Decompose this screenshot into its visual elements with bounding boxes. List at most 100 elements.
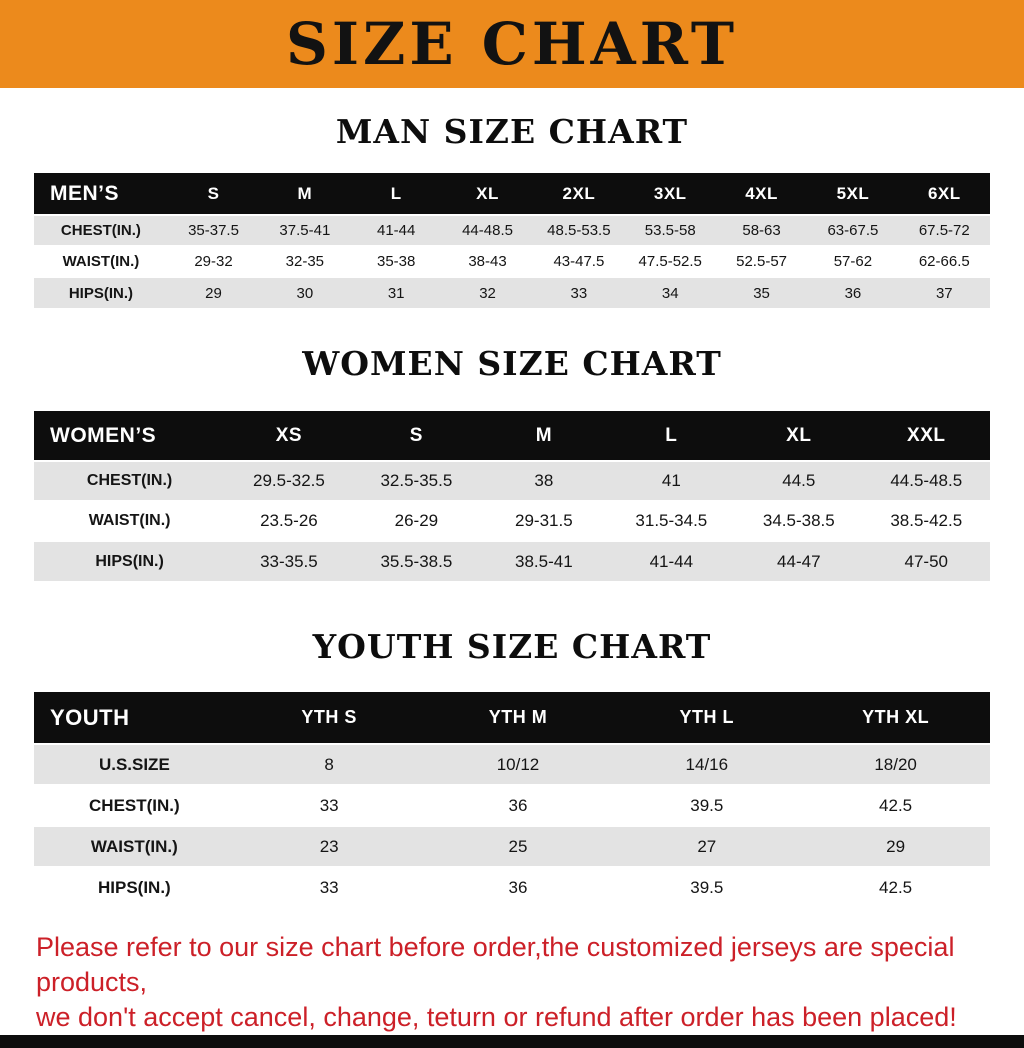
- size-value: 41-44: [649, 551, 694, 571]
- size-value: 39.5: [690, 878, 724, 897]
- size-column-header: XL: [735, 411, 863, 461]
- size-column-header: L: [607, 411, 736, 461]
- size-value: 33: [319, 795, 339, 815]
- size-value: 32.5-35.5: [380, 471, 453, 490]
- size-value: 31: [387, 284, 405, 302]
- size-column-header: XXL: [862, 411, 990, 461]
- size-value: 36: [508, 795, 528, 815]
- size-column-header: 5XL: [807, 173, 899, 215]
- size-column-header: S: [352, 411, 481, 461]
- size-value: 42.5: [879, 878, 913, 897]
- row-label: WAIST(IN.): [90, 836, 178, 856]
- table-title-cell: MEN’S: [34, 173, 168, 215]
- size-value: 38.5-42.5: [890, 511, 963, 530]
- size-column-header: S: [167, 173, 260, 215]
- size-value: 53.5-58: [644, 222, 696, 239]
- size-value: 29-31.5: [515, 511, 573, 530]
- youth-size-table: YOUTH YTH S YTH M YTH L YTH XL U.S.SIZE 8 10/12…: [34, 692, 990, 908]
- size-value: 8: [324, 754, 334, 774]
- table-row: WAIST(IN.) 23 25 27 29: [34, 826, 990, 867]
- size-value: 38-43: [468, 253, 507, 270]
- table-title-cell: YOUTH: [34, 692, 235, 744]
- size-value: 33-35.5: [260, 551, 318, 571]
- size-value: 36: [844, 284, 862, 302]
- size-value: 37: [935, 284, 953, 302]
- size-value: 67.5-72: [918, 222, 970, 239]
- size-value: 32: [479, 284, 496, 302]
- size-value: 35-38: [377, 253, 416, 270]
- table-row: CHEST(IN.) 35-37.5 37.5-41 41-44 44-48.5 48.5…: [34, 215, 990, 246]
- size-column-header: M: [259, 173, 351, 215]
- size-column-header: M: [480, 411, 608, 461]
- footer-note-line1: Please refer to our size chart before or…: [36, 932, 955, 998]
- size-value: 29: [205, 284, 222, 302]
- size-value: 44-47: [777, 551, 821, 571]
- size-value: 63-67.5: [827, 222, 879, 239]
- size-value: 41-44: [377, 222, 416, 239]
- table-row: HIPS(IN.) 29 30 31 32 33 34 35 36 37: [34, 277, 990, 308]
- footer-note-line2: we don't accept cancel, change, teturn o…: [36, 1002, 957, 1033]
- size-value: 32-35: [285, 253, 325, 270]
- size-value: 38.5-41: [515, 551, 573, 571]
- table-header-row: YOUTH YTH S YTH M YTH L YTH XL: [34, 692, 990, 744]
- size-value: 44.5: [782, 471, 816, 490]
- size-value: 44-48.5: [462, 222, 513, 239]
- size-value: 37.5-41: [279, 222, 331, 239]
- size-value: 23: [319, 836, 339, 856]
- table-title-cell: WOMEN’S: [34, 411, 226, 461]
- size-value: 57-62: [833, 253, 873, 270]
- size-value: 52.5-57: [736, 253, 787, 270]
- size-value: 47.5-52.5: [638, 253, 702, 270]
- table-row: HIPS(IN.) 33 36 39.5 42.5: [34, 867, 990, 908]
- size-column-header: YTH S: [234, 692, 424, 744]
- size-value: 26-29: [394, 511, 439, 530]
- size-column-header: 4XL: [715, 173, 808, 215]
- row-label: U.S.SIZE: [98, 754, 170, 774]
- size-value: 27: [697, 836, 717, 856]
- size-value: 29.5-32.5: [253, 471, 325, 490]
- row-label: WAIST(IN.): [62, 253, 140, 270]
- size-column-header: XL: [441, 173, 534, 215]
- size-value: 14/16: [685, 754, 729, 774]
- row-label: WAIST(IN.): [88, 512, 171, 529]
- row-label: CHEST(IN.): [89, 795, 180, 815]
- size-value: 38: [534, 471, 554, 490]
- size-value: 35-37.5: [188, 222, 239, 239]
- youth-size-chart-heading: YOUTH SIZE CHART: [312, 627, 712, 666]
- row-label: CHEST(IN.): [86, 472, 173, 489]
- table-row: CHEST(IN.) 29.5-32.5 32.5-35.5 38 41 44.5 44.5…: [34, 461, 990, 501]
- size-value: 31.5-34.5: [635, 511, 708, 530]
- banner: SIZE CHART: [0, 0, 1024, 88]
- man-size-chart-heading: MAN SIZE CHART: [335, 112, 689, 151]
- row-label: HIPS(IN.): [68, 284, 133, 302]
- bottom-black-bar: [0, 1035, 1024, 1048]
- size-value: 29: [886, 836, 906, 856]
- size-value: 36: [508, 878, 528, 897]
- size-column-header: L: [350, 173, 442, 215]
- row-label: CHEST(IN.): [60, 222, 141, 239]
- size-value: 33: [319, 878, 339, 897]
- size-value: 34: [661, 284, 679, 302]
- table-row: WAIST(IN.) 23.5-26 26-29 29-31.5 31.5-34.5 34…: [34, 501, 990, 541]
- size-value: 10/12: [496, 754, 540, 774]
- size-value: 25: [508, 836, 528, 856]
- table-row: CHEST(IN.) 33 36 39.5 42.5: [34, 785, 990, 826]
- size-column-header: 3XL: [624, 173, 716, 215]
- size-value: 29-32: [194, 253, 233, 270]
- footer-note: Please refer to our size chart before or…: [0, 930, 1024, 1035]
- size-value: 18/20: [874, 754, 917, 774]
- page-title: SIZE CHART: [285, 10, 739, 78]
- size-value: 58-63: [742, 222, 781, 239]
- size-value: 43-47.5: [553, 253, 605, 270]
- table-row: WAIST(IN.) 29-32 32-35 35-38 38-43 43-47.5 47.…: [34, 246, 990, 277]
- size-value: 30: [296, 284, 314, 302]
- size-value: 48.5-53.5: [547, 222, 611, 239]
- size-value: 44.5-48.5: [890, 471, 963, 490]
- size-value: 41: [661, 471, 681, 490]
- table-row: HIPS(IN.) 33-35.5 35.5-38.5 38.5-41 41-44 44-…: [34, 541, 990, 581]
- size-value: 35.5-38.5: [380, 551, 453, 571]
- size-column-header: YTH L: [612, 692, 802, 744]
- size-column-header: YTH M: [423, 692, 613, 744]
- size-column-header: 2XL: [533, 173, 625, 215]
